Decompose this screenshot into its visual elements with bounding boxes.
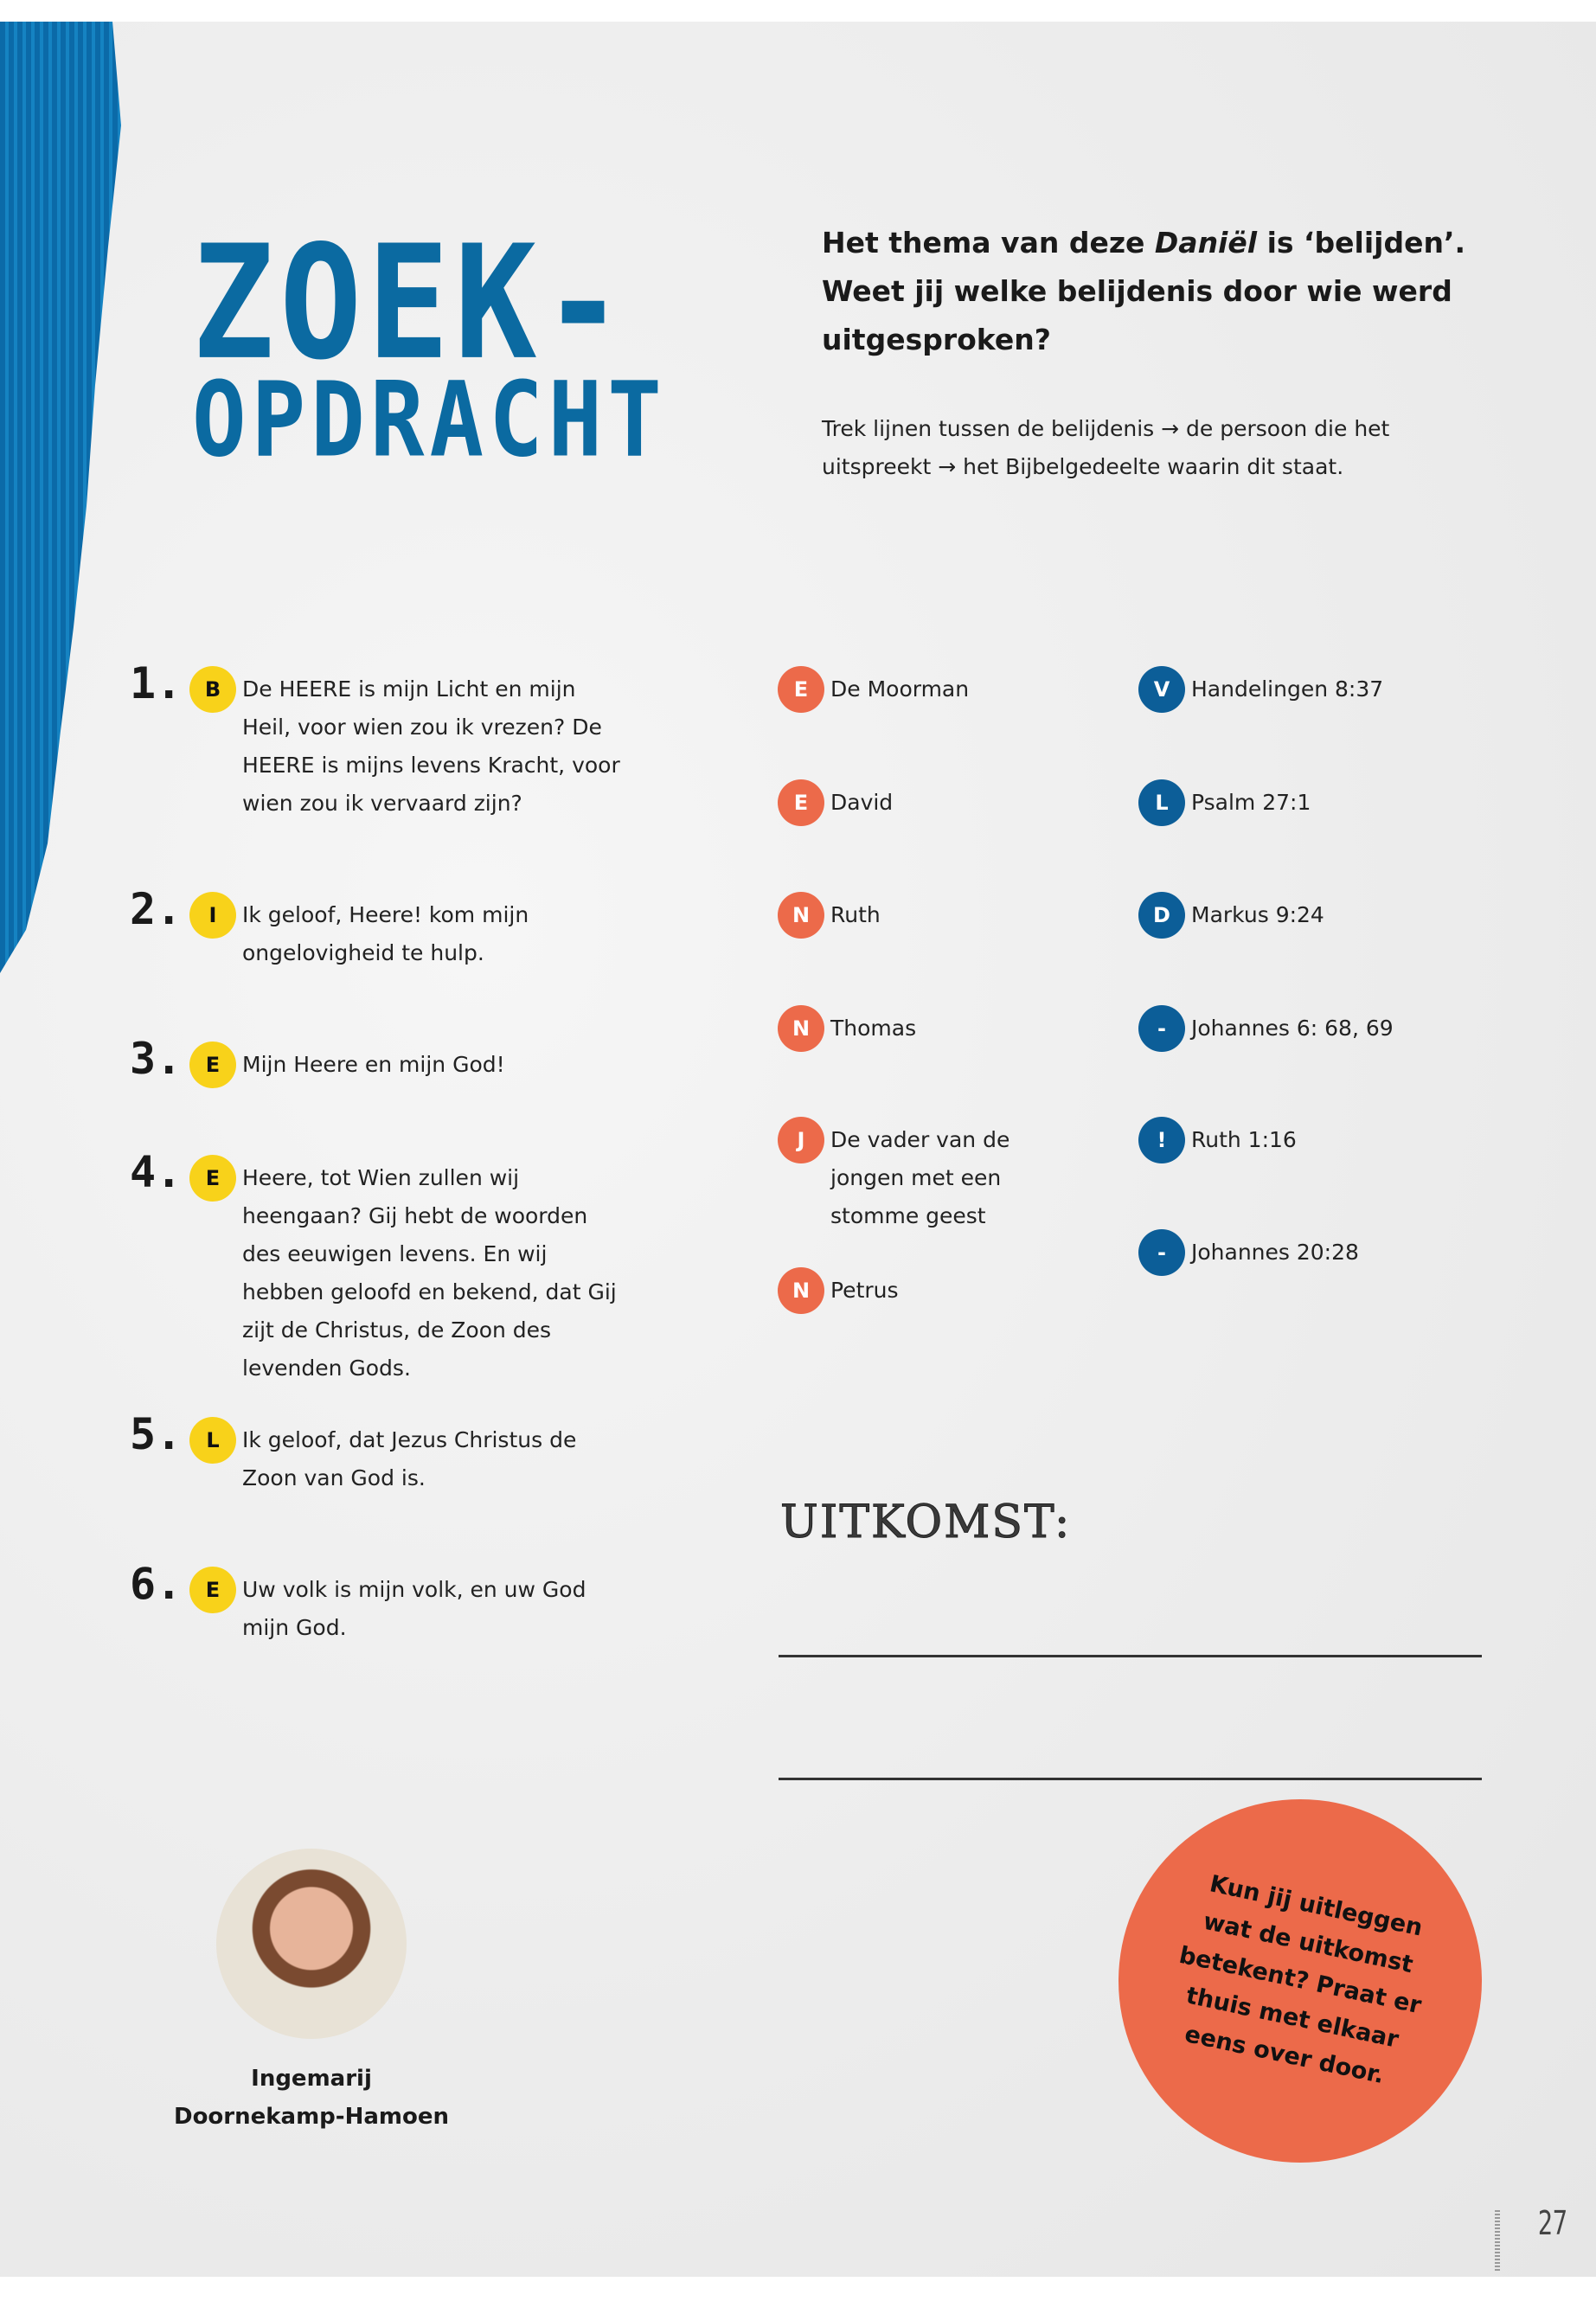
person-text[interactable]: David	[830, 790, 894, 815]
passage-text[interactable]: Johannes 6: 68, 69	[1191, 1016, 1394, 1041]
author-name: Ingemarij Doornekamp-Hamoen	[138, 2060, 484, 2136]
item-number: 4.	[130, 1147, 183, 1197]
passage-text[interactable]: Ruth 1:16	[1191, 1127, 1297, 1152]
letter-badge: L	[1138, 779, 1185, 826]
instruction: Trek lijnen tussen de belijdenis → de pe…	[822, 416, 1390, 479]
letter-badge: N	[778, 1267, 824, 1314]
answer-line[interactable]	[779, 1778, 1482, 1780]
author-first-name: Ingemarij	[251, 2066, 372, 2092]
letter-badge: N	[778, 892, 824, 939]
confession-text[interactable]: De HEERE is mijn Licht en mijn Heil, voo…	[242, 676, 620, 816]
letter-badge: E	[189, 1155, 236, 1202]
letter-badge: L	[189, 1417, 236, 1464]
heading-text: is ‘belijden’. Weet jij welke belijdenis…	[822, 226, 1466, 356]
answer-line[interactable]	[779, 1655, 1482, 1657]
person-text[interactable]: De Moorman	[830, 676, 970, 702]
item-number: 2.	[130, 884, 183, 934]
heading-italic: Daniël	[1154, 226, 1258, 260]
passage-text[interactable]: Handelingen 8:37	[1191, 676, 1384, 702]
passage-text[interactable]: Johannes 20:28	[1191, 1240, 1359, 1265]
item-number: 5.	[130, 1409, 183, 1459]
item-number: 1.	[130, 658, 183, 708]
letter-badge: -	[1138, 1229, 1185, 1276]
letter-badge: N	[778, 1005, 824, 1052]
title-line1: ZOEK-	[192, 212, 630, 395]
confession-text[interactable]: Heere, tot Wien zullen wij heengaan? Gij…	[242, 1165, 617, 1381]
callout-text: Kun jij uitleggen wat de uitkomst beteke…	[1176, 1870, 1426, 2090]
person-text[interactable]: Ruth	[830, 902, 881, 927]
letter-badge: E	[778, 666, 824, 713]
title-line2: OPDRACHT	[192, 359, 667, 481]
letter-badge: E	[189, 1567, 236, 1613]
letter-badge: E	[189, 1042, 236, 1088]
person-text[interactable]: Thomas	[830, 1016, 917, 1041]
passage-text[interactable]: Psalm 27:1	[1191, 790, 1311, 815]
letter-badge: E	[778, 779, 824, 826]
confession-text[interactable]: Mijn Heere en mijn God!	[242, 1052, 505, 1077]
result-label: UITKOMST:	[779, 1497, 1072, 1549]
person-text[interactable]: Petrus	[830, 1278, 899, 1303]
passage-text[interactable]: Markus 9:24	[1191, 902, 1324, 927]
intro-heading: Het thema van deze Daniël is ‘belijden’.…	[822, 219, 1531, 364]
confession-text[interactable]: Ik geloof, dat Jezus Christus de Zoon va…	[242, 1427, 577, 1490]
author-last-name: Doornekamp-Hamoen	[173, 2104, 449, 2130]
page-number-bar	[1495, 2210, 1500, 2272]
letter-badge: D	[1138, 892, 1185, 939]
letter-badge: !	[1138, 1117, 1185, 1163]
letter-badge: -	[1138, 1005, 1185, 1052]
letter-badge: I	[189, 892, 236, 939]
letter-badge: V	[1138, 666, 1185, 713]
person-text[interactable]: De vader van de jongen met een stomme ge…	[830, 1127, 1010, 1228]
heading-text: Het thema van deze	[822, 226, 1155, 260]
page-number: 27	[1537, 2204, 1568, 2242]
confession-text[interactable]: Uw volk is mijn volk, en uw God mijn God…	[242, 1577, 586, 1640]
confession-text[interactable]: Ik geloof, Heere! kom mijn ongelovigheid…	[242, 902, 529, 965]
item-number: 6.	[130, 1559, 183, 1609]
author-photo	[216, 1849, 407, 2039]
letter-badge: B	[189, 666, 236, 713]
item-number: 3.	[130, 1034, 183, 1084]
callout-circle: Kun jij uitleggen wat de uitkomst beteke…	[1118, 1799, 1482, 2163]
letter-badge: J	[778, 1117, 824, 1163]
